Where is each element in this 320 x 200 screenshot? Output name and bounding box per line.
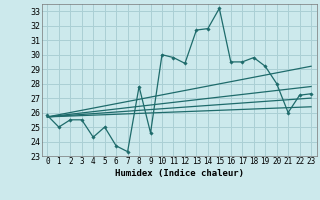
X-axis label: Humidex (Indice chaleur): Humidex (Indice chaleur) bbox=[115, 169, 244, 178]
